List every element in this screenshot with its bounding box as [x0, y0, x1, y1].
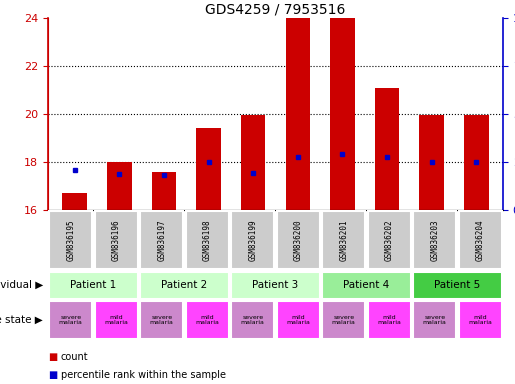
- Text: GSM836201: GSM836201: [339, 219, 348, 261]
- Bar: [414, 271, 502, 298]
- Text: ■: ■: [48, 371, 57, 381]
- Bar: [196, 128, 221, 210]
- Text: percentile rank within the sample: percentile rank within the sample: [61, 371, 226, 381]
- Text: severe
malaria: severe malaria: [150, 314, 174, 325]
- Text: Patient 5: Patient 5: [434, 280, 480, 290]
- Bar: [330, 18, 355, 210]
- Bar: [375, 88, 399, 210]
- Text: severe
malaria: severe malaria: [332, 314, 356, 325]
- Bar: [62, 193, 87, 210]
- Bar: [186, 301, 229, 339]
- Bar: [285, 18, 310, 210]
- Bar: [49, 211, 92, 269]
- Text: GSM836199: GSM836199: [248, 219, 258, 261]
- Bar: [419, 115, 444, 210]
- Text: GSM836197: GSM836197: [157, 219, 166, 261]
- Text: GSM836200: GSM836200: [294, 219, 303, 261]
- Bar: [95, 301, 138, 339]
- Bar: [231, 271, 320, 298]
- Text: disease state ▶: disease state ▶: [0, 315, 43, 325]
- Text: severe
malaria: severe malaria: [241, 314, 265, 325]
- Bar: [322, 211, 365, 269]
- Bar: [186, 211, 229, 269]
- Title: GDS4259 / 7953516: GDS4259 / 7953516: [205, 3, 346, 17]
- Text: GSM836202: GSM836202: [385, 219, 394, 261]
- Text: count: count: [61, 352, 89, 362]
- Bar: [368, 301, 410, 339]
- Bar: [277, 211, 320, 269]
- Text: GSM836196: GSM836196: [112, 219, 121, 261]
- Text: severe
malaria: severe malaria: [423, 314, 447, 325]
- Text: mild
malaria: mild malaria: [195, 314, 219, 325]
- Bar: [107, 162, 132, 210]
- Text: mild
malaria: mild malaria: [105, 314, 128, 325]
- Bar: [231, 211, 274, 269]
- Text: mild
malaria: mild malaria: [286, 314, 310, 325]
- Bar: [152, 172, 176, 210]
- Bar: [49, 271, 138, 298]
- Text: Patient 2: Patient 2: [161, 280, 208, 290]
- Bar: [141, 301, 183, 339]
- Text: GSM836204: GSM836204: [476, 219, 485, 261]
- Text: mild
malaria: mild malaria: [377, 314, 401, 325]
- Text: Patient 4: Patient 4: [344, 280, 390, 290]
- Bar: [414, 301, 456, 339]
- Text: GSM836198: GSM836198: [203, 219, 212, 261]
- Bar: [231, 301, 274, 339]
- Text: severe
malaria: severe malaria: [59, 314, 83, 325]
- Text: GSM836195: GSM836195: [66, 219, 75, 261]
- Text: Patient 1: Patient 1: [71, 280, 116, 290]
- Text: ■: ■: [48, 352, 57, 362]
- Bar: [459, 301, 502, 339]
- Bar: [277, 301, 320, 339]
- Bar: [464, 115, 489, 210]
- Bar: [414, 211, 456, 269]
- Bar: [241, 115, 265, 210]
- Bar: [322, 271, 410, 298]
- Bar: [322, 301, 365, 339]
- Bar: [459, 211, 502, 269]
- Bar: [368, 211, 410, 269]
- Text: mild
malaria: mild malaria: [468, 314, 492, 325]
- Bar: [141, 211, 183, 269]
- Text: individual ▶: individual ▶: [0, 280, 43, 290]
- Bar: [49, 301, 92, 339]
- Bar: [141, 271, 229, 298]
- Text: Patient 3: Patient 3: [252, 280, 299, 290]
- Text: GSM836203: GSM836203: [430, 219, 439, 261]
- Bar: [95, 211, 138, 269]
